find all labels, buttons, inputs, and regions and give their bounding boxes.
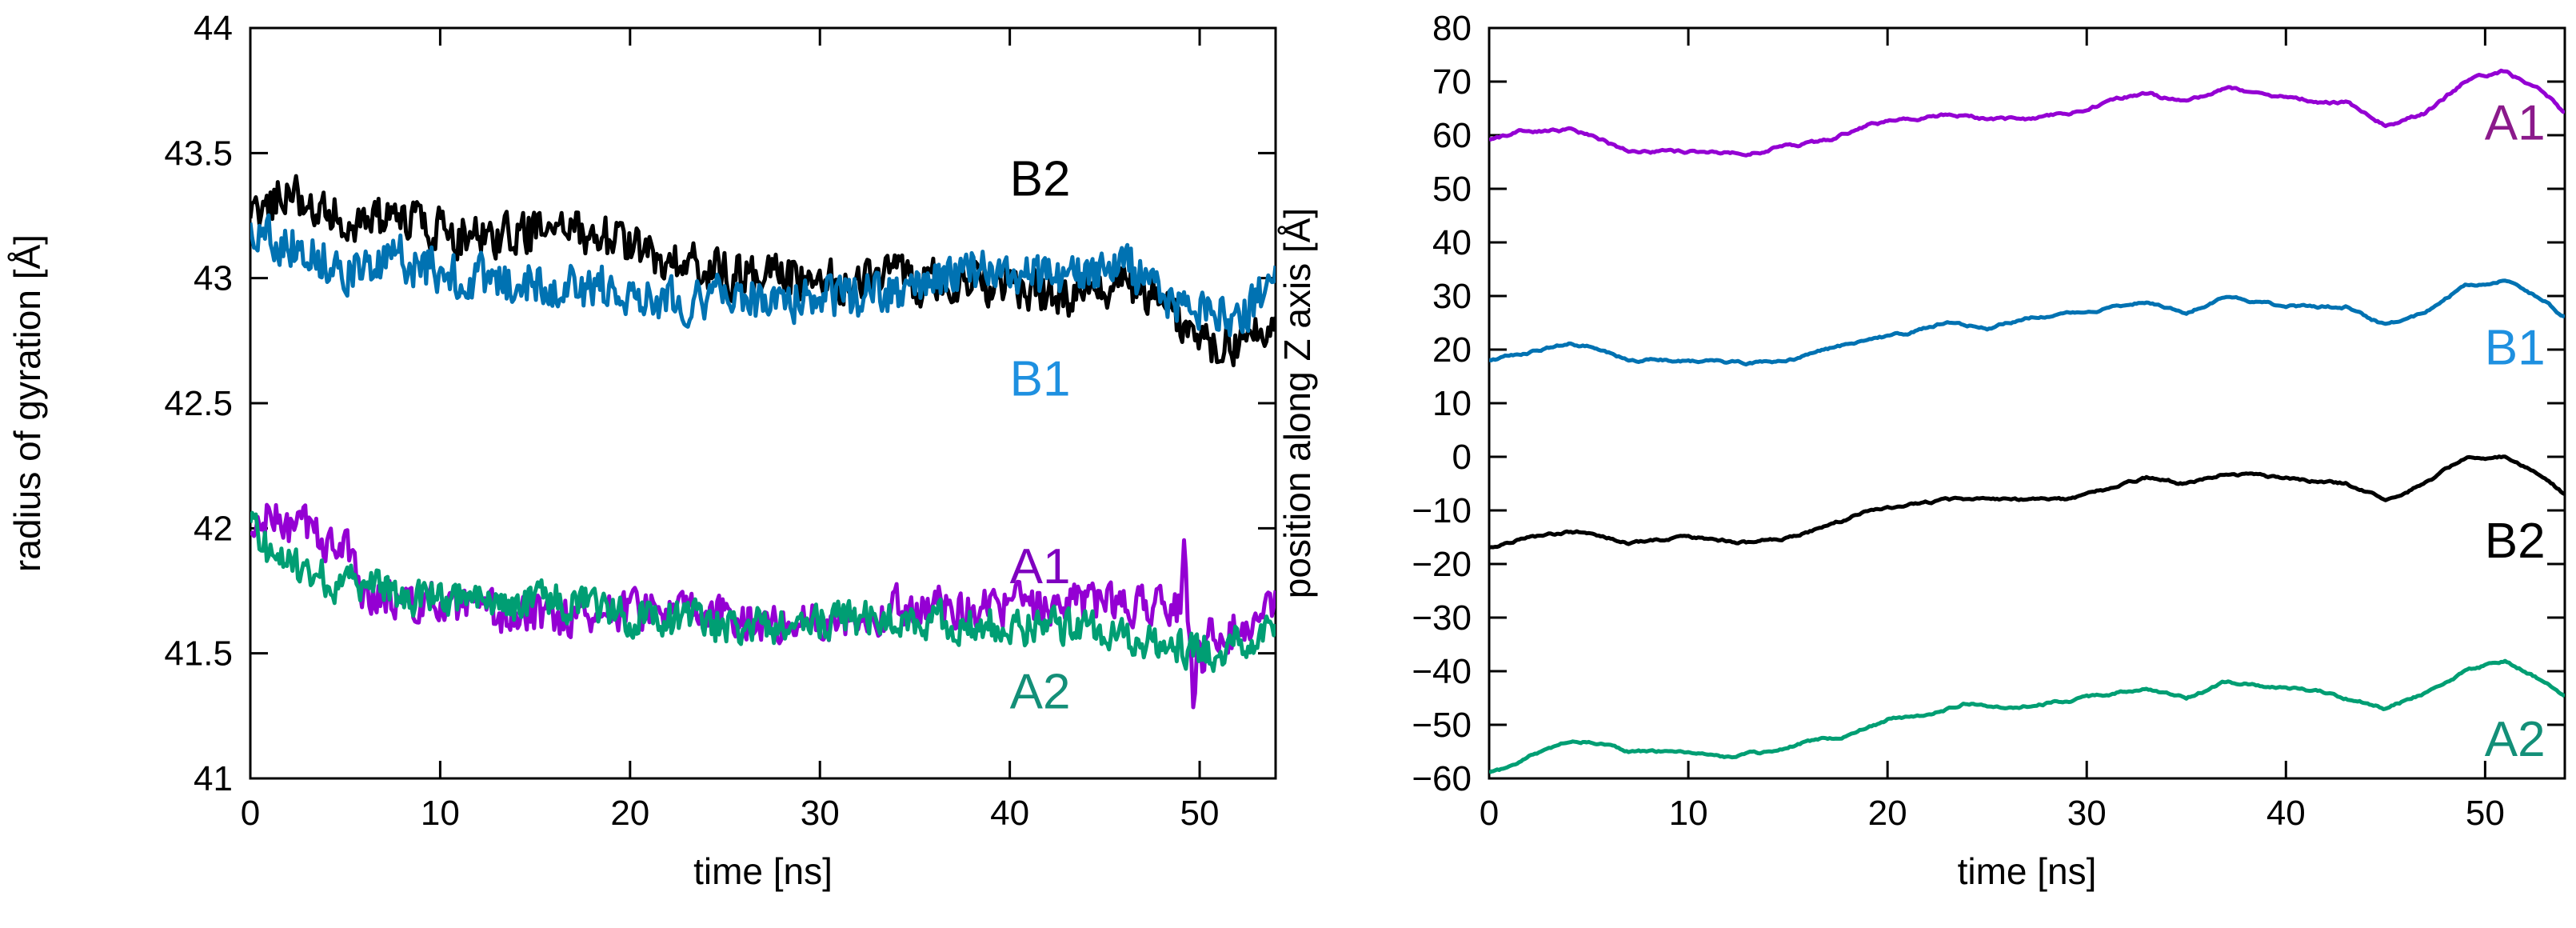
y-tick-label: −20 xyxy=(1412,545,1472,584)
x-tick-label: 30 xyxy=(801,794,840,833)
y-tick-label: 0 xyxy=(1452,438,1472,477)
series-label-b2: B2 xyxy=(1010,152,1071,207)
series-line-b1 xyxy=(250,213,1276,338)
y-tick-label: 44 xyxy=(194,9,233,48)
series-label-a1: A1 xyxy=(2485,95,2546,150)
x-tick-label: 10 xyxy=(1669,794,1708,833)
z-position-chart: 0 10 20 30 40 50 −60 −50 −40 −30 −20 −10 0 10 20 30 40 50… xyxy=(1276,9,2566,892)
series-line-a2 xyxy=(250,510,1276,674)
y-axis-label: position along Z axis [Å] xyxy=(1276,208,1318,598)
y-tick-label: 43.5 xyxy=(164,134,233,173)
series-label-a2: A2 xyxy=(1010,665,1071,720)
series-line-a1 xyxy=(1489,68,2565,158)
x-tick-label: 50 xyxy=(1180,794,1220,833)
y-tick-label: 50 xyxy=(1432,170,1472,209)
y-tick-label: −10 xyxy=(1412,491,1472,530)
x-tick-label: 40 xyxy=(990,794,1029,833)
x-tick-label: 50 xyxy=(2466,794,2505,833)
plot-frame xyxy=(249,26,1277,780)
y-tick-label: 41 xyxy=(194,759,233,798)
radius-of-gyration-chart: 0 10 20 30 40 50 41 41.5 42 42.5 43 43.5 44 time [ns]… xyxy=(6,9,1277,892)
x-tick-label: 40 xyxy=(2266,794,2306,833)
x-tick-label: 10 xyxy=(421,794,460,833)
series-label-b1: B1 xyxy=(2485,321,2546,376)
y-tick-label: 43 xyxy=(194,259,233,298)
y-tick-label: −50 xyxy=(1412,706,1472,745)
y-tick-label: −40 xyxy=(1412,652,1472,691)
y-tick-label: 30 xyxy=(1432,277,1472,316)
x-tick-label: 20 xyxy=(610,794,649,833)
series-line-b2 xyxy=(250,174,1276,368)
series-label-a1: A1 xyxy=(1010,539,1071,594)
y-tick-label: 80 xyxy=(1432,9,1472,48)
y-tick-label: 10 xyxy=(1432,384,1472,423)
y-tick-label: 60 xyxy=(1432,116,1472,155)
plot-frame xyxy=(1488,26,2566,780)
y-tick-label: 20 xyxy=(1432,330,1472,370)
y-tick-label: −30 xyxy=(1412,598,1472,638)
y-tick-label: 70 xyxy=(1432,62,1472,102)
series-label-a2: A2 xyxy=(2485,712,2546,767)
x-tick-label: 30 xyxy=(2067,794,2107,833)
y-tick-label: 42 xyxy=(194,509,233,548)
x-tick-label: 20 xyxy=(1868,794,1907,833)
x-axis-label: time [ns] xyxy=(1958,850,2097,892)
series-line-a2 xyxy=(1489,658,2565,774)
series-label-b2: B2 xyxy=(2485,514,2546,569)
y-axis-label: radius of gyration [Å] xyxy=(6,234,48,572)
x-axis-label: time [ns] xyxy=(693,850,833,892)
y-tick-label: 40 xyxy=(1432,223,1472,262)
y-tick-label: 41.5 xyxy=(164,634,233,674)
series-label-b1: B1 xyxy=(1010,352,1071,407)
series-line-b2 xyxy=(1489,454,2565,550)
x-tick-label: 0 xyxy=(1480,794,1499,833)
x-tick-label: 0 xyxy=(241,794,260,833)
y-tick-label: −60 xyxy=(1412,759,1472,798)
series-line-b1 xyxy=(1489,278,2565,367)
y-tick-label: 42.5 xyxy=(164,384,233,423)
